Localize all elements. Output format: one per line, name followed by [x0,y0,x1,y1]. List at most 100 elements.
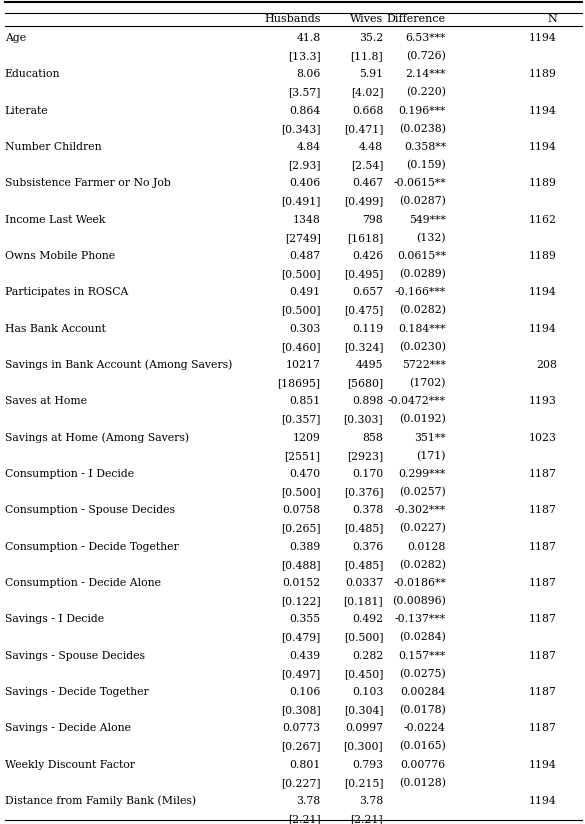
Text: [0.491]: [0.491] [281,196,321,207]
Text: 1187: 1187 [529,541,557,551]
Text: Savings - Decide Together: Savings - Decide Together [5,687,149,697]
Text: (0.726): (0.726) [406,51,446,61]
Text: [0.308]: [0.308] [281,705,321,715]
Text: (0.0165): (0.0165) [399,742,446,751]
Text: 208: 208 [536,360,557,370]
Text: 0.0337: 0.0337 [345,578,383,588]
Text: Subsistence Farmer or No Job: Subsistence Farmer or No Job [5,178,171,188]
Text: 0.491: 0.491 [290,288,321,297]
Text: [0.300]: [0.300] [343,742,383,751]
Text: [0.215]: [0.215] [343,778,383,788]
Text: [0.357]: [0.357] [281,414,321,424]
Text: [3.57]: [3.57] [288,87,321,97]
Text: 35.2: 35.2 [359,33,383,43]
Text: [0.265]: [0.265] [281,523,321,533]
Text: 0.299***: 0.299*** [398,469,446,479]
Text: (0.0282): (0.0282) [399,559,446,570]
Text: [0.497]: [0.497] [281,669,321,679]
Text: 0.470: 0.470 [290,469,321,479]
Text: [4.02]: [4.02] [350,87,383,97]
Text: 0.864: 0.864 [290,105,321,115]
Text: (0.0230): (0.0230) [399,342,446,352]
Text: Husbands: Husbands [264,14,321,24]
Text: 0.106: 0.106 [289,687,321,697]
Text: 0.0615**: 0.0615** [397,251,446,261]
Text: [0.227]: [0.227] [281,778,321,788]
Text: [0.450]: [0.450] [344,669,383,679]
Text: 3.78: 3.78 [297,796,321,806]
Text: [0.471]: [0.471] [344,124,383,133]
Text: 0.793: 0.793 [352,760,383,770]
Text: N: N [547,14,557,24]
Text: 10217: 10217 [285,360,321,370]
Text: (0.0128): (0.0128) [399,778,446,788]
Text: 0.492: 0.492 [352,615,383,625]
Text: 0.487: 0.487 [290,251,321,261]
Text: Savings - Decide Alone: Savings - Decide Alone [5,723,130,733]
Text: -0.0472***: -0.0472*** [388,396,446,406]
Text: 0.157***: 0.157*** [398,651,446,661]
Text: Consumption - Spouse Decides: Consumption - Spouse Decides [5,505,175,515]
Text: 0.389: 0.389 [290,541,321,551]
Text: Wives: Wives [350,14,383,24]
Text: 1187: 1187 [529,615,557,625]
Text: [0.500]: [0.500] [281,269,321,279]
Text: 1162: 1162 [529,214,557,225]
Text: [2749]: [2749] [285,233,321,243]
Text: 0.0152: 0.0152 [283,578,321,588]
Text: 5722***: 5722*** [402,360,446,370]
Text: [2.54]: [2.54] [351,160,383,170]
Text: 0.196***: 0.196*** [398,105,446,115]
Text: [2.21]: [2.21] [288,814,321,824]
Text: 0.851: 0.851 [290,396,321,406]
Text: 0.467: 0.467 [352,178,383,188]
Text: 1194: 1194 [529,760,557,770]
Text: [0.267]: [0.267] [281,742,321,751]
Text: Age: Age [5,33,26,43]
Text: [11.8]: [11.8] [350,51,383,61]
Text: [0.499]: [0.499] [344,196,383,207]
Text: -0.0186**: -0.0186** [393,578,446,588]
Text: [0.303]: [0.303] [343,414,383,424]
Text: 0.0997: 0.0997 [345,723,383,733]
Text: 1194: 1194 [529,324,557,334]
Text: 4.48: 4.48 [359,142,383,152]
Text: 0.0128: 0.0128 [407,541,446,551]
Text: 1348: 1348 [292,214,321,225]
Text: [2.21]: [2.21] [350,814,383,824]
Text: Education: Education [5,69,60,79]
Text: 0.282: 0.282 [352,651,383,661]
Text: (0.0275): (0.0275) [399,669,446,679]
Text: 3.78: 3.78 [359,796,383,806]
Text: 1023: 1023 [529,433,557,442]
Text: [0.479]: [0.479] [281,633,321,643]
Text: 0.184***: 0.184*** [398,324,446,334]
Text: [0.181]: [0.181] [343,597,383,606]
Text: (0.0282): (0.0282) [399,306,446,316]
Text: Literate: Literate [5,105,49,115]
Text: 0.406: 0.406 [290,178,321,188]
Text: (0.0284): (0.0284) [399,632,446,643]
Text: [0.122]: [0.122] [281,597,321,606]
Text: 0.426: 0.426 [352,251,383,261]
Text: 1189: 1189 [529,178,557,188]
Text: (0.220): (0.220) [406,87,446,97]
Text: 0.119: 0.119 [352,324,383,334]
Text: [0.304]: [0.304] [343,705,383,715]
Text: [2551]: [2551] [284,451,321,461]
Text: [0.500]: [0.500] [343,633,383,643]
Text: (0.0238): (0.0238) [399,124,446,134]
Text: [2923]: [2923] [347,451,383,461]
Text: [0.324]: [0.324] [343,342,383,352]
Text: (132): (132) [416,232,446,243]
Text: 1194: 1194 [529,33,557,43]
Text: [0.488]: [0.488] [281,559,321,570]
Text: 0.0773: 0.0773 [283,723,321,733]
Text: 6.53***: 6.53*** [405,33,446,43]
Text: 0.801: 0.801 [289,760,321,770]
Text: 0.355: 0.355 [290,615,321,625]
Text: 1187: 1187 [529,505,557,515]
Text: (0.0192): (0.0192) [399,414,446,424]
Text: 2.14***: 2.14*** [405,69,446,79]
Text: [0.460]: [0.460] [281,342,321,352]
